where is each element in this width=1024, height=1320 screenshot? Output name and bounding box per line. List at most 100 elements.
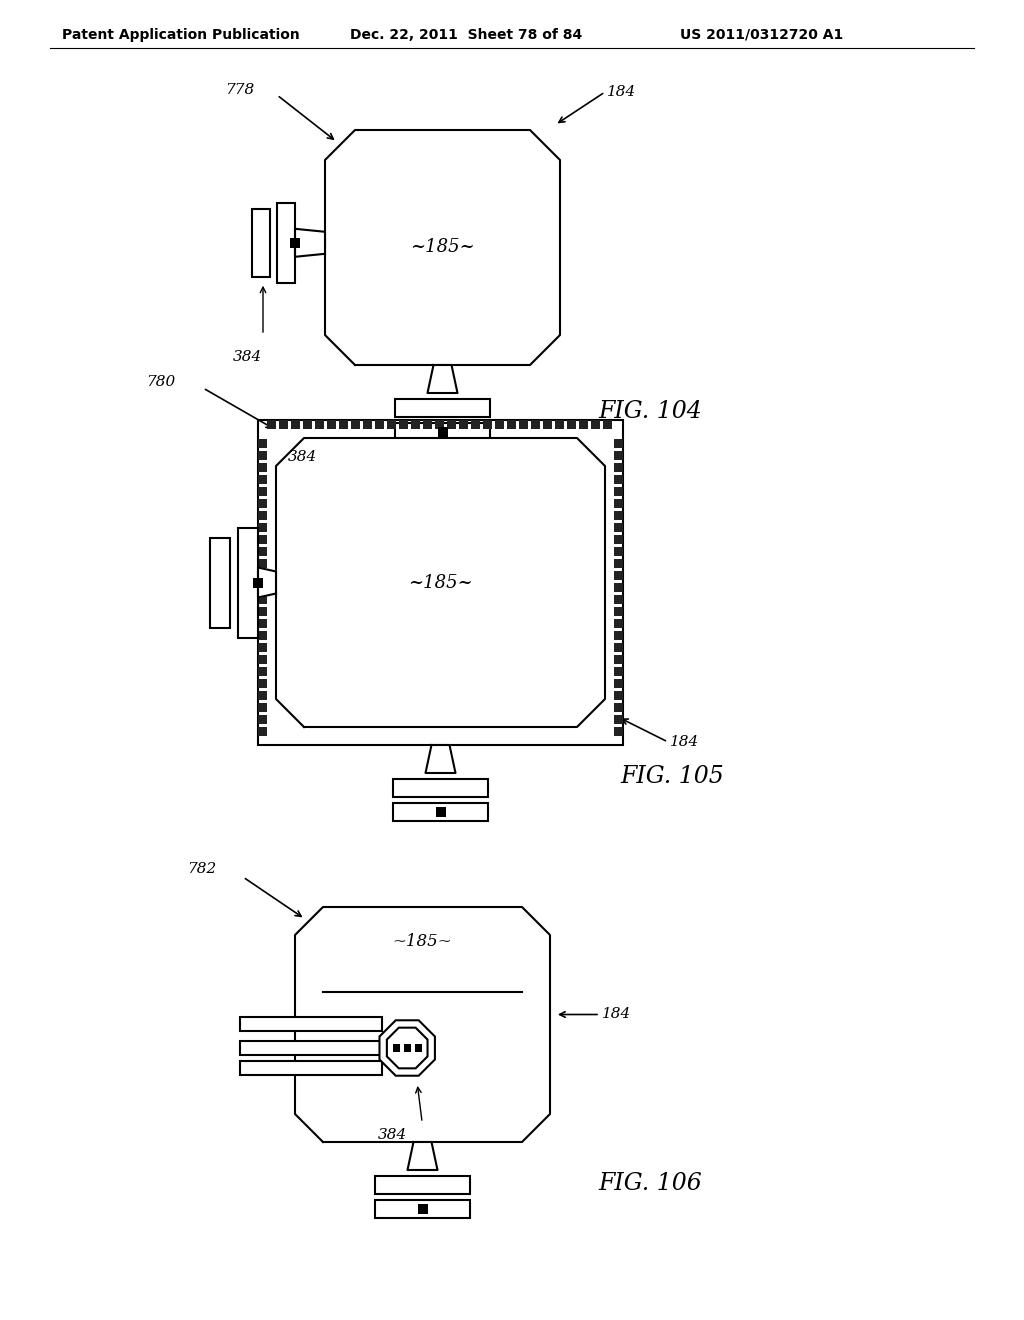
Bar [614,631,623,640]
Bar [278,203,295,282]
Bar [614,546,623,556]
Bar [375,1176,470,1195]
Bar [614,572,623,579]
Bar [519,420,528,429]
Bar [258,690,267,700]
Bar [579,420,588,429]
Bar [411,420,420,429]
Bar [614,595,623,605]
Bar [362,420,372,429]
Bar [258,583,267,591]
Bar [393,779,488,797]
Bar [614,451,623,459]
Bar [258,523,267,532]
Text: 778: 778 [225,83,254,96]
Bar [614,678,623,688]
Text: FIG. 104: FIG. 104 [598,400,701,422]
Bar [387,420,396,429]
Text: FIG. 105: FIG. 105 [620,766,724,788]
Bar [375,1200,470,1218]
Bar [258,678,267,688]
Bar [258,499,267,508]
Bar [459,420,468,429]
Bar [567,420,575,429]
Polygon shape [387,1028,428,1068]
Bar [290,238,300,248]
Text: Patent Application Publication: Patent Application Publication [62,28,300,42]
Bar [614,715,623,723]
Bar [614,690,623,700]
Bar [614,727,623,737]
Bar [395,422,490,441]
Bar [614,667,623,676]
Bar [258,727,267,737]
Bar [258,451,267,459]
Text: 384: 384 [233,350,262,364]
Bar [614,643,623,652]
Text: 780: 780 [146,375,175,389]
Bar [258,440,267,447]
Bar [258,463,267,473]
Text: 184: 184 [670,735,699,748]
Bar [258,511,267,520]
Bar [495,420,504,429]
Bar [258,546,267,556]
Text: ~185~: ~185~ [409,573,473,591]
Bar [258,667,267,676]
Bar [258,704,267,711]
Polygon shape [426,744,456,774]
Bar [399,420,408,429]
Bar [415,1044,422,1052]
Bar [375,420,384,429]
Text: FIG. 106: FIG. 106 [598,1172,701,1195]
Bar [392,1044,399,1052]
Bar [258,715,267,723]
Bar [614,583,623,591]
Bar [351,420,360,429]
Bar [614,440,623,447]
Bar [291,420,300,429]
Bar [507,420,516,429]
Bar [403,1044,411,1052]
Bar [258,655,267,664]
Bar [614,499,623,508]
Bar [437,426,447,437]
Bar [418,1204,427,1214]
Bar [210,537,230,627]
Bar [238,528,258,638]
Bar [395,399,490,417]
Bar [258,643,267,652]
Polygon shape [427,366,458,393]
Bar [339,420,348,429]
Bar [258,595,267,605]
Bar [258,535,267,544]
Bar [240,1041,382,1055]
Bar [614,487,623,496]
Bar [303,420,312,429]
Bar [240,1061,382,1074]
Bar [258,631,267,640]
Text: 782: 782 [187,862,216,876]
Polygon shape [295,228,325,257]
Polygon shape [408,1142,437,1170]
Bar [483,420,492,429]
Bar [614,704,623,711]
Text: ~185~: ~185~ [392,933,453,950]
Polygon shape [325,129,560,366]
Bar [258,475,267,484]
Polygon shape [276,438,605,727]
Bar [614,607,623,616]
Polygon shape [295,907,550,1142]
Bar [471,420,480,429]
Bar [614,511,623,520]
Bar [258,558,267,568]
Bar [614,523,623,532]
Bar [555,420,564,429]
Bar [447,420,456,429]
Bar [435,420,444,429]
Bar [614,535,623,544]
Bar [531,420,540,429]
Bar [393,803,488,821]
Text: 184: 184 [602,1007,631,1022]
Polygon shape [258,568,276,598]
